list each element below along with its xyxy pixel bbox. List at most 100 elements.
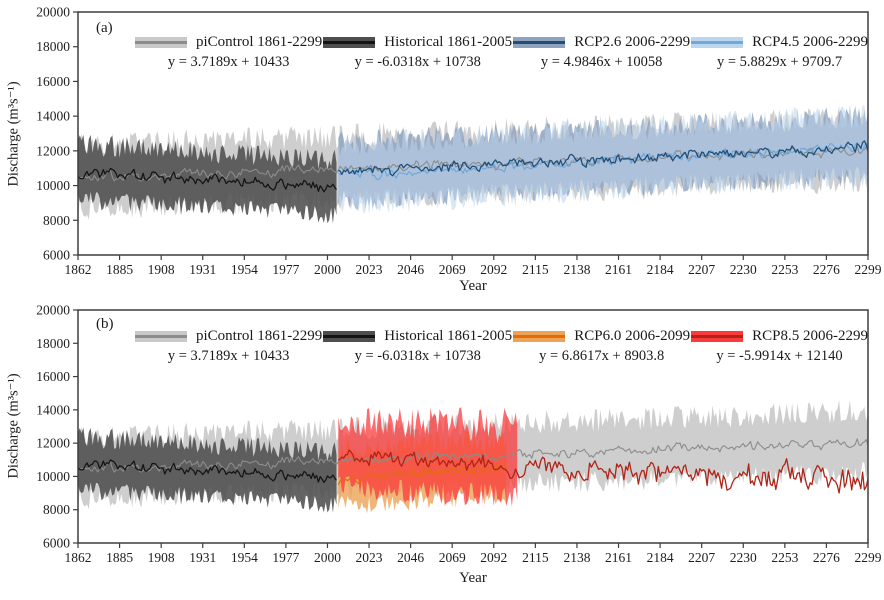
- legend-item-historical: Historical 1861-2005 y = -6.0318x + 1073…: [323, 328, 512, 365]
- legend-label-rcp26: RCP2.6 2006-2299: [574, 34, 691, 50]
- x-axis-label: Year: [459, 570, 487, 586]
- x-tick-label: 2253: [771, 550, 798, 565]
- legend-item-rcp60: RCP6.0 2006-2099 y = 6.8617x + 8903.8: [513, 328, 690, 365]
- ensemble-band-rcp8.5: [338, 407, 518, 507]
- mean-line-picontrol: [78, 145, 868, 182]
- legend-label-historical: Historical 1861-2005: [384, 328, 513, 344]
- x-tick-label: 1954: [231, 262, 258, 277]
- x-tick-label: 2184: [647, 262, 674, 277]
- y-tick-label: 14000: [36, 402, 70, 417]
- plot-border: [77, 11, 869, 256]
- rcp45-swatch: [691, 37, 744, 48]
- trend-equation-rcp60: y = 6.8617x + 8903.8: [539, 348, 665, 364]
- legend-label-rcp60: RCP6.0 2006-2099: [574, 328, 691, 344]
- x-tick-label: 2000: [314, 262, 341, 277]
- x-tick-label: 2207: [688, 262, 715, 277]
- panel-letter-a: (a): [96, 20, 113, 36]
- x-tick-label: 2023: [356, 550, 383, 565]
- x-tick-label: 2276: [813, 262, 840, 277]
- trend-equation-historical: y = -6.0318x + 10738: [354, 54, 481, 70]
- mean-line-picontrol: [78, 438, 868, 473]
- legend-label-rcp45: RCP4.5 2006-2299: [752, 34, 868, 50]
- x-tick-label: 1908: [148, 262, 175, 277]
- trend-equation-rcp85: y = -5.9914x + 12140: [716, 348, 843, 364]
- x-tick-label: 2161: [605, 262, 632, 277]
- legend-label-picontrol: piControl 1861-2299: [196, 34, 323, 50]
- y-axis-label: Discharge (m³s⁻¹): [5, 81, 22, 187]
- rcp85-swatch: [691, 331, 744, 342]
- mean-line-historical: [78, 167, 337, 193]
- x-tick-label: 1862: [65, 550, 92, 565]
- mean-line-rcp8.5: [338, 449, 868, 494]
- x-tick-label: 2138: [563, 262, 590, 277]
- x-tick-label: 2230: [730, 550, 757, 565]
- x-tick-label: 2299: [855, 550, 882, 565]
- legend-label-historical: Historical 1861-2005: [384, 34, 513, 50]
- y-tick-label: 18000: [36, 336, 70, 351]
- y-tick-label: 12000: [36, 143, 70, 158]
- legend-label-picontrol: piControl 1861-2299: [196, 328, 323, 344]
- y-tick-label: 16000: [36, 74, 70, 89]
- x-tick-label: 2000: [314, 550, 341, 565]
- plot-series: [78, 400, 868, 514]
- x-tick-label: 1977: [272, 550, 299, 565]
- trend-equation-rcp45: y = 5.8829x + 9709.7: [716, 54, 843, 70]
- x-axis-label: Year: [459, 278, 487, 294]
- x-tick-label: 1885: [106, 550, 133, 565]
- trend-equation-picontrol: y = 3.7189x + 10433: [167, 348, 290, 364]
- x-tick-label: 2023: [356, 262, 383, 277]
- picontrol-swatch: [135, 331, 187, 342]
- legend-item-rcp26: RCP2.6 2006-2299 y = 4.9846x + 10058: [513, 34, 690, 71]
- x-tick-label: 2092: [480, 550, 507, 565]
- panel-letter-b: (b): [96, 316, 114, 332]
- x-tick-label: 2046: [397, 550, 424, 565]
- historical-swatch: [323, 37, 376, 48]
- y-tick-label: 10000: [36, 178, 70, 193]
- mean-line-rcp6.0: [337, 464, 507, 485]
- legend-item-rcp85: RCP8.5 2006-2299 y = -5.9914x + 12140: [691, 328, 868, 365]
- x-tick-label: 2115: [522, 262, 549, 277]
- x-tick-label: 1954: [231, 550, 258, 565]
- mean-line-rcp2.6: [338, 140, 868, 177]
- x-tick-label: 2138: [563, 550, 590, 565]
- x-tick-label: 2115: [522, 550, 549, 565]
- x-tick-label: 2069: [439, 262, 466, 277]
- x-tick-label: 1885: [106, 262, 133, 277]
- legend-b: piControl 1861-2299 y = 3.7189x + 10433 …: [135, 328, 868, 365]
- x-tick-label: 2276: [813, 550, 840, 565]
- trend-equation-rcp26: y = 4.9846x + 10058: [540, 54, 663, 70]
- panel-b: 1862 1885 1908 1931 1954 1977 2000 2023 2046 2069…: [0, 300, 884, 600]
- panel-a: 1862 1885 1908 1931 1954 1977 2000 2023 2046 2069…: [5, 5, 882, 295]
- x-tick-label: 2299: [855, 262, 882, 277]
- historical-swatch: [323, 331, 376, 342]
- mean-line-historical: [78, 459, 337, 484]
- y-tick-label: 14000: [36, 109, 70, 124]
- legend-a: piControl 1861-2299 y = 3.7189x + 10433 …: [135, 34, 868, 71]
- x-tick-label: 1931: [189, 262, 216, 277]
- y-tick-label: 16000: [36, 369, 70, 384]
- legend-item-picontrol: piControl 1861-2299 y = 3.7189x + 10433: [135, 328, 322, 365]
- y-tick-label: 10000: [36, 469, 70, 484]
- x-tick-label: 1931: [189, 550, 216, 565]
- legend-item-historical: Historical 1861-2005 y = -6.0318x + 1073…: [323, 34, 512, 71]
- legend-item-rcp45: RCP4.5 2006-2299 y = 5.8829x + 9709.7: [691, 34, 868, 71]
- plot-border: [77, 309, 869, 544]
- x-tick-label: 1908: [148, 550, 175, 565]
- rcp26-swatch: [513, 37, 566, 48]
- y-tick-label: 20000: [36, 5, 70, 20]
- y-tick-label: 12000: [36, 436, 70, 451]
- plot-series: [78, 103, 868, 224]
- picontrol-swatch: [135, 37, 187, 48]
- x-tick-label: 2092: [480, 262, 507, 277]
- trend-equation-picontrol: y = 3.7189x + 10433: [167, 54, 290, 70]
- y-tick-label: 20000: [36, 303, 70, 318]
- panel-b-chart: 1862 1885 1908 1931 1954 1977 2000 2023 2046 2069…: [36, 303, 882, 566]
- legend-item-picontrol: piControl 1861-2299 y = 3.7189x + 10433: [135, 34, 322, 71]
- y-axis-label: Discharge (m³s⁻¹): [5, 373, 22, 479]
- x-tick-label: 2207: [688, 550, 715, 565]
- x-tick-label: 2230: [730, 262, 757, 277]
- x-tick-label: 1862: [65, 262, 92, 277]
- x-tick-label: 2253: [771, 262, 798, 277]
- x-tick-label: 1977: [272, 262, 299, 277]
- y-tick-label: 6000: [43, 248, 70, 263]
